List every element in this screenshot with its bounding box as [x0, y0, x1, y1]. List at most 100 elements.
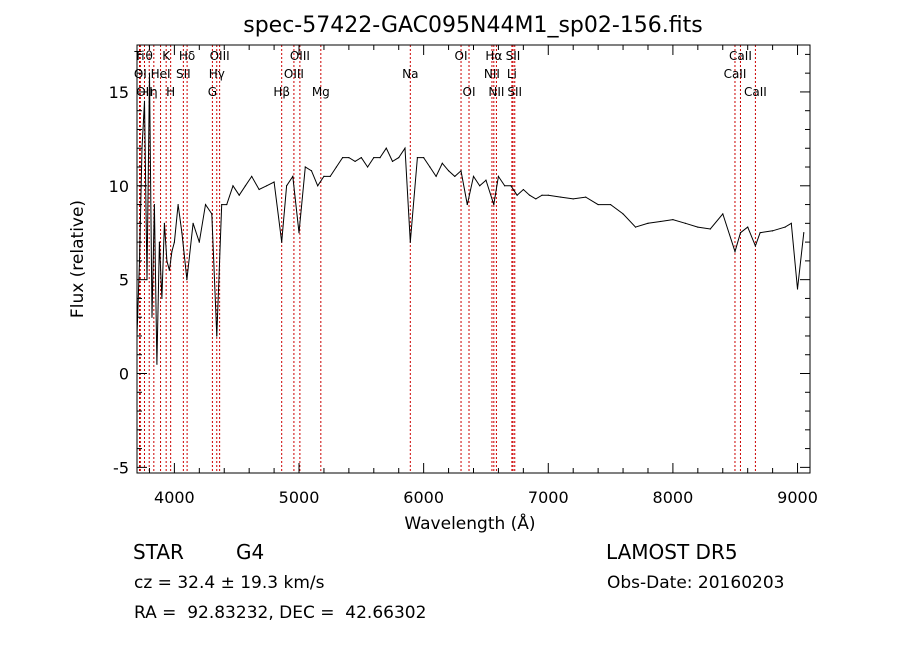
- data-point: [479, 185, 481, 187]
- data-point: [697, 226, 699, 228]
- data-point: [304, 166, 306, 168]
- object-class: STAR: [133, 540, 184, 564]
- data-point: [232, 185, 234, 187]
- y-tick-label: 0: [119, 365, 129, 384]
- data-point: [790, 222, 792, 224]
- data-point: [221, 203, 223, 206]
- data-point: [441, 162, 443, 164]
- data-point: [709, 228, 711, 230]
- y-tick-label: 5: [119, 271, 129, 290]
- data-point: [547, 194, 549, 196]
- data-point: [153, 203, 156, 206]
- data-point: [298, 232, 300, 234]
- data-point: [143, 100, 146, 102]
- data-point: [181, 232, 183, 234]
- data-point: [493, 203, 495, 206]
- data-point: [772, 230, 774, 232]
- data-point: [166, 260, 168, 262]
- x-tick-label: 9000: [777, 488, 818, 507]
- line-label: CaII: [729, 49, 752, 63]
- y-tick-label: 15: [109, 83, 129, 102]
- data-point: [323, 175, 325, 178]
- x-tick-label: 4000: [154, 488, 195, 507]
- data-point: [238, 194, 240, 196]
- data-point: [373, 157, 375, 159]
- line-label: NII: [484, 67, 500, 81]
- series-layer: [136, 72, 805, 365]
- data-point: [292, 175, 294, 178]
- data-point: [251, 175, 253, 178]
- data-point: [391, 160, 394, 162]
- data-point: [754, 245, 757, 247]
- data-point: [158, 241, 161, 243]
- x-tick-label: 6000: [403, 488, 444, 507]
- data-point: [722, 213, 724, 215]
- chart-title: spec-57422-GAC095N44M1_sp02-156.fits: [243, 13, 703, 38]
- spectrum-series: [136, 73, 805, 365]
- x-tick-label: 5000: [279, 488, 320, 507]
- data-point: [285, 185, 288, 187]
- data-point: [522, 188, 524, 191]
- data-point: [447, 170, 450, 172]
- line-label: NII: [488, 85, 504, 99]
- data-point: [348, 157, 350, 159]
- data-point: [747, 226, 749, 228]
- line-label: Mg: [312, 85, 330, 99]
- survey-label: LAMOST DR5: [606, 540, 738, 564]
- line-label: G: [208, 85, 217, 99]
- data-point: [497, 175, 500, 178]
- data-point: [734, 250, 736, 253]
- line-label: H: [166, 85, 175, 99]
- y-axis-label: Flux (relative): [68, 200, 88, 318]
- y-tick-label: 10: [109, 177, 129, 196]
- data-point: [516, 194, 518, 196]
- data-point: [466, 203, 468, 206]
- line-label: Hα: [485, 49, 502, 63]
- data-point: [429, 166, 431, 168]
- line-label: OIII: [290, 49, 310, 63]
- emission-line-markers: [138, 45, 756, 473]
- data-point: [317, 185, 319, 187]
- line-label: η: [150, 85, 158, 99]
- data-point: [460, 170, 462, 172]
- data-point: [192, 222, 194, 224]
- data-point: [535, 198, 537, 200]
- data-point: [163, 222, 166, 224]
- data-point: [423, 157, 425, 159]
- data-point: [454, 175, 456, 178]
- data-point: [634, 226, 637, 228]
- data-point: [560, 196, 562, 198]
- data-point: [572, 198, 574, 200]
- data-point: [404, 147, 406, 149]
- data-point: [173, 241, 175, 243]
- data-point: [198, 241, 200, 243]
- line-label: SII: [506, 49, 521, 63]
- line-label: CaII: [744, 85, 767, 99]
- line-label: Hγ: [209, 67, 225, 81]
- line-label: SII: [507, 85, 522, 99]
- coordinates: RA = 92.83232, DEC = 42.66302: [134, 603, 427, 623]
- data-point: [156, 363, 158, 365]
- line-label: Hδ: [179, 49, 195, 63]
- line-label: Na: [402, 67, 418, 81]
- x-axis-label: Wavelength (Å): [404, 512, 535, 534]
- x-tick-label: 7000: [528, 488, 569, 507]
- object-subclass: G4: [236, 540, 265, 564]
- data-point: [398, 157, 400, 159]
- data-point: [585, 196, 587, 198]
- data-point: [244, 185, 247, 187]
- data-point: [329, 175, 331, 178]
- data-point: [168, 269, 171, 271]
- data-point: [186, 279, 188, 281]
- data-point: [796, 288, 799, 290]
- data-point: [541, 194, 543, 196]
- data-point: [354, 160, 356, 162]
- line-label: HeI: [151, 67, 171, 81]
- data-point: [211, 213, 213, 215]
- data-point: [366, 166, 369, 168]
- data-point: [266, 185, 268, 187]
- line-label: Ti: [133, 49, 144, 63]
- x-tick-label: 8000: [653, 488, 694, 507]
- data-point: [335, 166, 338, 168]
- data-point: [647, 222, 649, 224]
